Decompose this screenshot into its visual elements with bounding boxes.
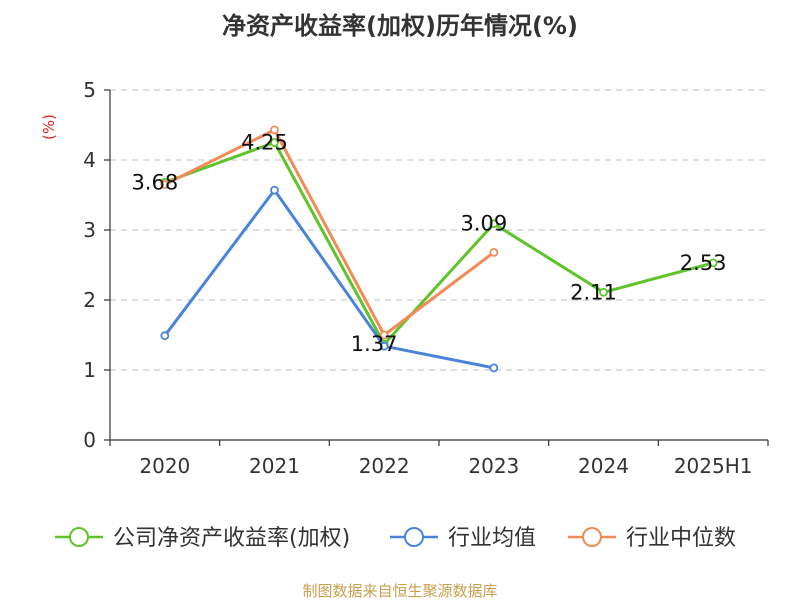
data-point bbox=[160, 180, 170, 189]
data-label: 2.53 bbox=[680, 251, 727, 275]
data-point bbox=[270, 125, 279, 135]
y-tick-label: 3 bbox=[83, 218, 96, 242]
legend: 公司净资产收益率(加权) 行业均值 行业中位数 bbox=[55, 526, 736, 551]
chart-title: 净资产收益率(加权)历年情况(%) bbox=[222, 12, 578, 40]
series-lines bbox=[160, 125, 718, 373]
series-line-2 bbox=[164, 128, 495, 337]
axes: 0 1 2 3 4 5 2020 2021 2022 2023 2024 2025H1 bbox=[83, 78, 769, 478]
x-tick-label: 2021 bbox=[249, 454, 300, 478]
series-line-0 bbox=[164, 141, 714, 346]
y-tick-label: 4 bbox=[83, 148, 96, 172]
data-point bbox=[379, 330, 389, 340]
data-point bbox=[270, 185, 279, 195]
data-point bbox=[708, 258, 718, 268]
x-tick-label: 2023 bbox=[468, 454, 519, 478]
data-point bbox=[379, 341, 389, 351]
x-tick-label: 2024 bbox=[578, 454, 629, 478]
data-label: 1.37 bbox=[351, 332, 398, 356]
x-tick-label: 2022 bbox=[359, 454, 410, 478]
y-axis-label: (%) bbox=[40, 114, 58, 140]
data-label: 4.25 bbox=[241, 131, 288, 155]
x-tick-label: 2020 bbox=[139, 454, 190, 478]
y-tick-label: 5 bbox=[83, 78, 96, 102]
data-point bbox=[489, 363, 499, 373]
data-label: 3.68 bbox=[131, 170, 178, 194]
legend-marker bbox=[69, 527, 89, 547]
y-tick-label: 0 bbox=[83, 428, 96, 452]
data-label: 2.11 bbox=[570, 280, 617, 304]
data-point bbox=[489, 247, 499, 257]
legend-item[interactable]: 行业中位数 bbox=[568, 526, 736, 551]
y-tick-label: 2 bbox=[83, 288, 96, 312]
y-tick-label: 1 bbox=[83, 358, 96, 382]
data-point bbox=[270, 138, 279, 147]
source-note: 制图数据来自恒生聚源数据库 bbox=[302, 582, 498, 600]
legend-item[interactable]: 公司净资产收益率(加权) bbox=[55, 526, 350, 551]
data-labels: 3.68 4.25 1.37 3.09 2.11 2.53 bbox=[131, 131, 726, 357]
legend-label: 行业中位数 bbox=[626, 526, 736, 551]
legend-item[interactable]: 行业均值 bbox=[390, 526, 536, 551]
legend-marker bbox=[582, 527, 602, 547]
x-tick-label: 2025H1 bbox=[674, 454, 753, 478]
series-line-1 bbox=[163, 188, 495, 370]
data-point bbox=[489, 219, 499, 229]
data-point bbox=[160, 331, 170, 341]
legend-marker bbox=[404, 527, 424, 547]
grid-lines bbox=[110, 89, 768, 371]
legend-label: 行业均值 bbox=[448, 526, 536, 551]
data-label: 3.09 bbox=[460, 212, 507, 236]
legend-label: 公司净资产收益率(加权) bbox=[113, 526, 350, 551]
data-point bbox=[599, 287, 608, 297]
